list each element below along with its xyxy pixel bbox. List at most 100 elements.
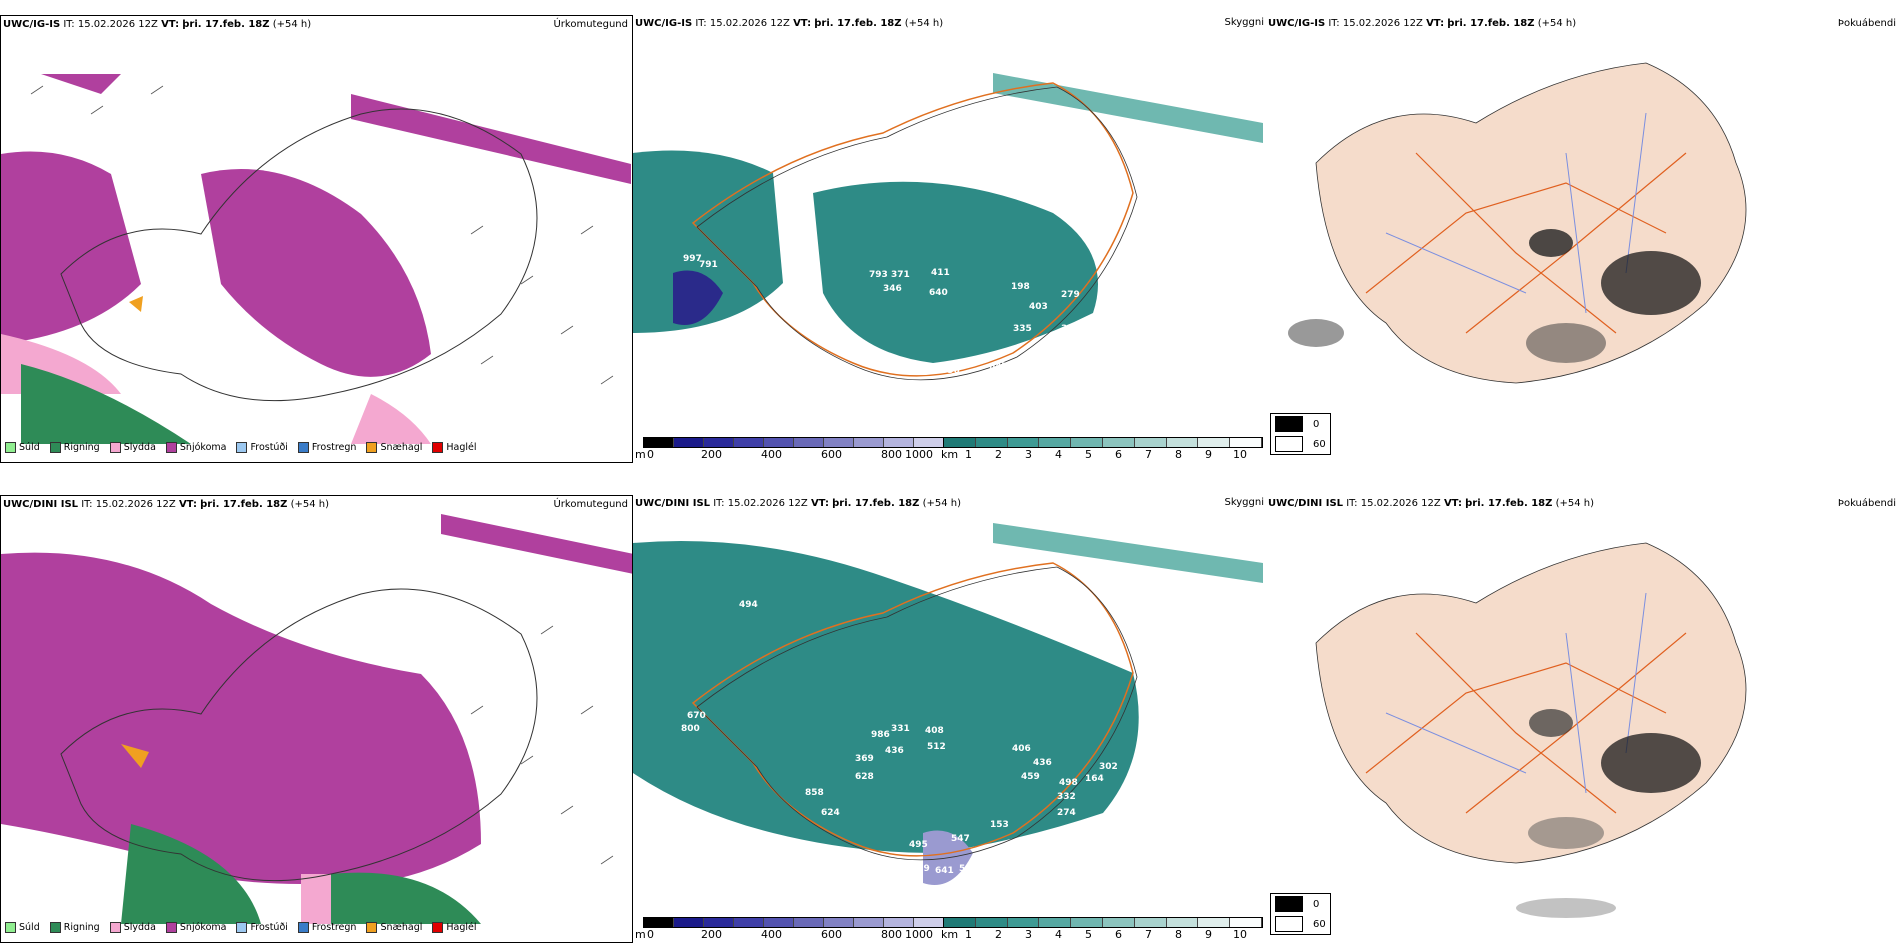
visibility-colorbar-bar xyxy=(943,437,1263,448)
elevation-value: 179 xyxy=(911,864,930,874)
precip-type-panel-bottom: UWC/DINI ISL IT: 15.02.2026 12Z VT: þri.… xyxy=(0,495,633,943)
height-tick: 200 xyxy=(701,928,722,941)
elevation-value: 547 xyxy=(951,834,970,844)
visibility-tick: 3 xyxy=(1025,448,1032,461)
legend-swatch xyxy=(5,442,16,453)
visibility-tick: 4 xyxy=(1055,448,1062,461)
visibility-tick: 9 xyxy=(1205,928,1212,941)
panel-label: Úrkomutegund xyxy=(553,19,628,30)
visibility-unit: km xyxy=(941,448,959,461)
legend-item: Snæhagl xyxy=(366,922,422,933)
legend-item: Haglél xyxy=(432,442,477,453)
legend-item: Rigning xyxy=(49,922,100,933)
elevation-value: 332 xyxy=(1057,792,1076,802)
elevation-value: 221 xyxy=(935,398,954,408)
elevation-value: 498 xyxy=(1059,778,1078,788)
fog-key-swatch xyxy=(1275,896,1303,912)
elevation-value: 69 xyxy=(701,352,714,362)
elevation-value: 274 xyxy=(1057,808,1076,818)
elevation-value: 512 xyxy=(927,742,946,752)
elevation-value: 459 xyxy=(1021,772,1040,782)
legend-swatch xyxy=(165,922,177,933)
height-tick: 600 xyxy=(821,448,842,461)
elevation-value: 997 xyxy=(683,254,702,264)
height-tick: 600 xyxy=(821,928,842,941)
legend-item: Slydda xyxy=(109,442,156,453)
fog-map xyxy=(1315,542,1747,918)
panel-title: UWC/DINI ISL IT: 15.02.2026 12Z VT: þri.… xyxy=(1268,498,1595,509)
height-colorbar: m 0 200 400 600 800 1000 xyxy=(635,917,945,943)
elevation-value: 370 xyxy=(1061,324,1080,334)
fog-index-panel-top: UWC/IG-IS IT: 15.02.2026 12Z VT: þri. 17… xyxy=(1266,15,1900,463)
elevation-value: 335 xyxy=(1013,324,1032,334)
visibility-tick: 10 xyxy=(1233,448,1247,461)
legend-item: Frostregn xyxy=(297,922,356,933)
panel-label: Skyggni xyxy=(1224,17,1264,28)
elevation-value: 356 xyxy=(941,366,960,376)
elevation-value: 279 xyxy=(1061,290,1080,300)
height-colorbar-bar xyxy=(643,437,945,448)
panel-label: Úrkomutegund xyxy=(553,499,628,510)
height-tick: 800 xyxy=(881,448,902,461)
visibility-map: 997 791 793 371 346 411 640 198 279 403 … xyxy=(633,73,1263,408)
fog-key-swatch xyxy=(1275,916,1303,932)
elevation-value: 198 xyxy=(1011,282,1030,292)
visibility-tick: 1 xyxy=(965,928,972,941)
height-tick: 400 xyxy=(761,448,782,461)
legend-item: Haglél xyxy=(432,922,477,933)
elevation-labels: 997 791 793 371 346 411 640 198 279 403 … xyxy=(669,254,1080,408)
elevation-value: 331 xyxy=(891,724,910,734)
elevation-value: 406 xyxy=(1012,744,1031,754)
height-tick: 0 xyxy=(647,448,654,461)
legend-item: Súld xyxy=(5,442,40,453)
legend-swatch xyxy=(49,922,61,933)
elevation-value: 369 xyxy=(855,754,874,764)
height-tick: 400 xyxy=(761,928,782,941)
panel-title: UWC/IG-IS IT: 15.02.2026 12Z VT: þri. 17… xyxy=(635,18,944,29)
legend-item: Súld xyxy=(5,922,40,933)
legend-swatch xyxy=(49,442,61,453)
precip-type-panel-top: UWC/IG-IS IT: 15.02.2026 12Z VT: þri. 17… xyxy=(0,15,633,463)
panel-title: UWC/IG-IS IT: 15.02.2026 12Z VT: þri. 17… xyxy=(1268,18,1577,29)
legend-item: Snjókoma xyxy=(165,442,226,453)
panel-title: UWC/DINI ISL IT: 15.02.2026 12Z VT: þri.… xyxy=(635,498,962,509)
elevation-value: 986 xyxy=(871,730,890,740)
visibility-tick: 9 xyxy=(1205,448,1212,461)
visibility-tick: 2 xyxy=(995,928,1002,941)
fog-key-row: 60 xyxy=(1271,434,1330,454)
elevation-value: 153 xyxy=(990,820,1009,830)
panel-label: Þokuábendi xyxy=(1837,18,1896,29)
visibility-tick: 8 xyxy=(1175,448,1182,461)
visibility-tick: 7 xyxy=(1145,928,1152,941)
legend-swatch xyxy=(297,442,309,453)
height-colorbar-bar xyxy=(643,917,945,928)
legend-swatch xyxy=(109,922,121,933)
elevation-value: 495 xyxy=(909,840,928,850)
legend-swatch xyxy=(5,922,16,933)
visibility-colorbar-bar xyxy=(943,917,1263,928)
height-tick: 0 xyxy=(647,928,654,941)
visibility-tick: 2 xyxy=(995,448,1002,461)
visibility-tick: 5 xyxy=(1085,928,1092,941)
legend-item: Snjókoma xyxy=(165,922,226,933)
fog-index-panel-bottom: UWC/DINI ISL IT: 15.02.2026 12Z VT: þri.… xyxy=(1266,495,1900,943)
fog-key: 0 60 xyxy=(1270,413,1331,455)
legend-swatch xyxy=(366,922,378,933)
legend-swatch xyxy=(236,442,248,453)
precip-map xyxy=(1,74,631,444)
visibility-colorbar: km 1 2 3 4 5 6 7 8 9 10 xyxy=(941,917,1263,943)
fog-map xyxy=(1288,62,1747,384)
visibility-tick: 3 xyxy=(1025,928,1032,941)
height-tick: 1000 xyxy=(905,928,933,941)
visibility-tick: 1 xyxy=(965,448,972,461)
legend-swatch xyxy=(432,922,444,933)
height-tick: 200 xyxy=(701,448,722,461)
elevation-value: 647 xyxy=(989,362,1008,372)
visibility-tick: 4 xyxy=(1055,928,1062,941)
precip-legend: Súld Rigning Slydda Snjókoma Frostúði Fr… xyxy=(5,442,477,453)
legend-swatch xyxy=(366,442,378,453)
height-tick: 800 xyxy=(881,928,902,941)
visibility-tick: 8 xyxy=(1175,928,1182,941)
height-unit: m xyxy=(635,928,646,941)
fog-key-row: 0 xyxy=(1271,414,1330,434)
